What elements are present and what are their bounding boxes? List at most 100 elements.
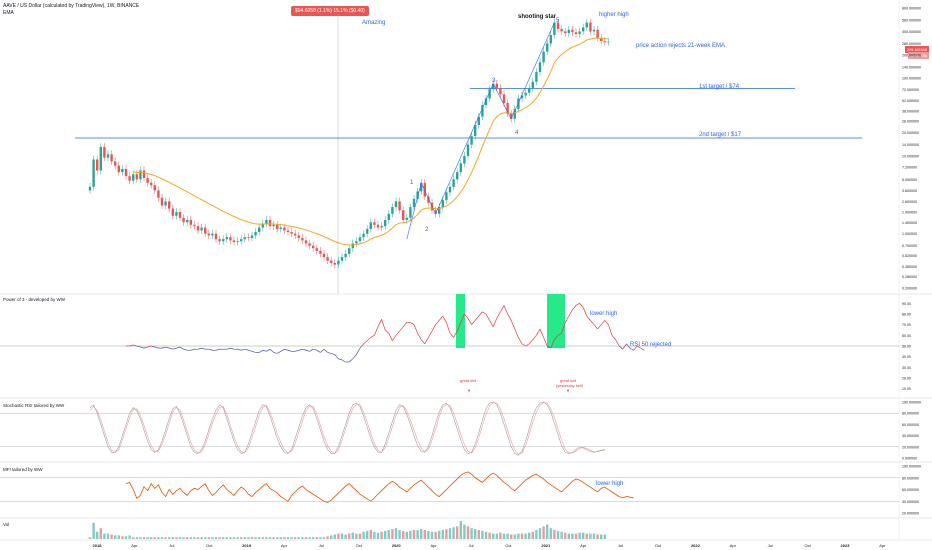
rsi-segment (169, 347, 173, 350)
rsi-segment (172, 347, 177, 350)
volume-bar (265, 537, 268, 539)
rsi-segment (183, 348, 188, 351)
y-tick-label: 1.000000 (902, 232, 917, 236)
volume-bar (394, 528, 398, 539)
volume-bar (546, 524, 549, 539)
rsi-segment (395, 330, 400, 336)
volume-bar (319, 537, 322, 539)
rsi-segment (251, 350, 256, 353)
volume-bar (358, 533, 362, 539)
rsi-segment (586, 315, 591, 321)
volume-bar (124, 536, 128, 539)
wave-label-3: 3 (492, 78, 496, 84)
stoch-tick-label: 0.000000 (902, 457, 917, 461)
candle-body (574, 32, 578, 35)
volume-bar (243, 537, 246, 539)
volume-bar (312, 537, 315, 539)
candle-body (596, 29, 599, 38)
rsi-segment (442, 315, 447, 323)
volume-bar (600, 534, 603, 539)
candle-body (250, 235, 254, 238)
rsi-segment (331, 353, 335, 355)
rsi-segment (370, 335, 375, 338)
candle-body (171, 208, 174, 216)
ema-indicator-label[interactable]: EMA (3, 10, 14, 16)
candle-body (268, 219, 272, 227)
stoch-tick-label: 40.000000 (902, 434, 919, 438)
rsi-segment (492, 318, 498, 327)
candle-body (229, 237, 232, 241)
candle-body (146, 178, 149, 183)
candle-body (535, 72, 538, 82)
y-tick-label: 400.000000 (902, 30, 921, 34)
candle-body (258, 227, 261, 233)
rsi-segment (525, 343, 530, 347)
candle-body (520, 95, 524, 99)
volume-bar (268, 537, 272, 539)
rsi-segment (356, 347, 361, 355)
rsi-segment (176, 346, 181, 349)
candle-body (560, 28, 563, 32)
candle-body (495, 83, 498, 88)
candle-body (168, 201, 171, 209)
candle-body (182, 217, 185, 223)
x-tick-label: Oct (655, 543, 662, 548)
candle-body (348, 248, 351, 254)
candle-body (592, 29, 596, 32)
candle-body (207, 233, 210, 236)
rsi-segment (446, 322, 451, 334)
rsi-segment (129, 344, 134, 347)
rsi-segment (532, 335, 537, 340)
volume-bar (236, 537, 239, 539)
volume-bar (153, 537, 156, 539)
volume-bar (466, 526, 470, 539)
rsi-segment (456, 322, 462, 332)
rsi-segment (600, 320, 606, 325)
candle-body (366, 228, 369, 234)
volume-bar (207, 537, 210, 539)
volume-bar (376, 532, 380, 539)
candle-body (402, 210, 405, 220)
rsi-segment (334, 354, 339, 360)
volume-bar (441, 530, 444, 539)
candle-body (200, 227, 203, 231)
volume-bar (513, 534, 516, 539)
elliott-wave-path (406, 22, 555, 240)
candle-body (265, 219, 268, 224)
annotation-shooting-star: shooting star (518, 14, 557, 20)
candle-body (204, 227, 207, 234)
candle-body (582, 27, 585, 32)
rsi-segment (305, 349, 310, 352)
volume-bar (110, 534, 113, 539)
y-tick-label: 1.900000 (902, 210, 917, 214)
volume-bar (229, 537, 232, 539)
wave-label-4: 4 (515, 130, 519, 136)
volume-bar (459, 521, 462, 539)
rsi-segment (536, 328, 541, 336)
x-tick-label: Oct (206, 543, 213, 548)
candle-body (243, 237, 246, 240)
candle-body (452, 179, 455, 187)
rsi-segment (561, 322, 566, 334)
candle-body (178, 211, 182, 218)
volume-bar (520, 533, 524, 539)
volume-bar (398, 530, 401, 539)
stoch-tick-label: 60.000000 (902, 423, 919, 427)
candle-body (279, 227, 282, 229)
candle-body (542, 51, 545, 63)
volume-bar (589, 533, 592, 539)
volume-bar (463, 524, 466, 539)
candle-body (546, 43, 549, 52)
candle-body (142, 170, 146, 179)
volume-bar (272, 537, 275, 539)
rsi-segment (316, 349, 321, 353)
candle-body (607, 41, 610, 43)
rsi-segment (133, 344, 137, 347)
rsi-segment (467, 318, 472, 325)
rsi-tick-label: 90.00 (902, 302, 911, 306)
volume-bar (142, 537, 146, 539)
candle-body (110, 154, 113, 162)
rsi-segment (259, 349, 263, 353)
volume-bar (139, 537, 142, 539)
